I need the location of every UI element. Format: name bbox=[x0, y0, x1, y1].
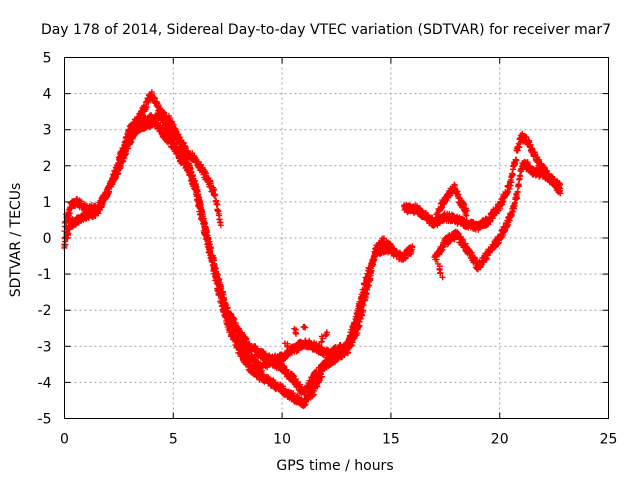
data-point bbox=[143, 104, 150, 111]
data-point bbox=[139, 112, 146, 119]
data-point bbox=[519, 130, 526, 137]
data-point bbox=[264, 373, 271, 380]
y-tick-label: -5 bbox=[38, 412, 52, 428]
data-point bbox=[507, 182, 514, 189]
x-tick-label: 10 bbox=[273, 432, 291, 448]
y-tick-label: 2 bbox=[43, 159, 52, 175]
data-point bbox=[318, 373, 325, 380]
data-point bbox=[104, 191, 111, 198]
data-point bbox=[487, 218, 494, 225]
y-tick-label: 3 bbox=[43, 123, 52, 139]
data-point bbox=[509, 171, 516, 178]
data-point bbox=[387, 241, 394, 248]
data-point bbox=[489, 215, 496, 222]
y-axis-label: SDTVAR / TECUs bbox=[8, 183, 24, 298]
data-point bbox=[103, 194, 110, 201]
data-point bbox=[358, 312, 365, 319]
y-tick-label: -2 bbox=[38, 303, 52, 319]
data-point bbox=[516, 144, 523, 151]
y-tick-label: 5 bbox=[43, 51, 52, 67]
data-point bbox=[508, 179, 515, 186]
data-point bbox=[506, 186, 513, 193]
y-tick-label: -4 bbox=[38, 375, 52, 391]
data-point bbox=[148, 89, 155, 96]
y-tick-label: 4 bbox=[43, 87, 52, 103]
data-point bbox=[360, 307, 367, 314]
data-point bbox=[460, 236, 467, 243]
x-tick-label: 20 bbox=[491, 432, 509, 448]
y-tick-label: 0 bbox=[43, 231, 52, 247]
data-point bbox=[231, 316, 238, 323]
x-tick-label: 15 bbox=[382, 432, 400, 448]
y-tick-label: -1 bbox=[38, 267, 52, 283]
y-tick-label: 1 bbox=[43, 195, 52, 211]
y-tick-label: -3 bbox=[38, 339, 52, 355]
data-point bbox=[513, 156, 520, 163]
chart-title: Day 178 of 2014, Sidereal Day-to-day VTE… bbox=[41, 22, 611, 38]
data-point bbox=[95, 210, 102, 217]
data-point bbox=[527, 141, 534, 148]
x-tick-label: 0 bbox=[60, 432, 69, 448]
data-point bbox=[114, 168, 121, 175]
data-points bbox=[61, 89, 564, 410]
data-point bbox=[371, 253, 378, 260]
data-point bbox=[409, 243, 416, 250]
x-tick-label: 25 bbox=[600, 432, 618, 448]
x-axis-label: GPS time / hours bbox=[276, 458, 393, 474]
data-point bbox=[112, 172, 119, 179]
grid-layer bbox=[64, 57, 609, 419]
x-tick-label: 5 bbox=[169, 432, 178, 448]
